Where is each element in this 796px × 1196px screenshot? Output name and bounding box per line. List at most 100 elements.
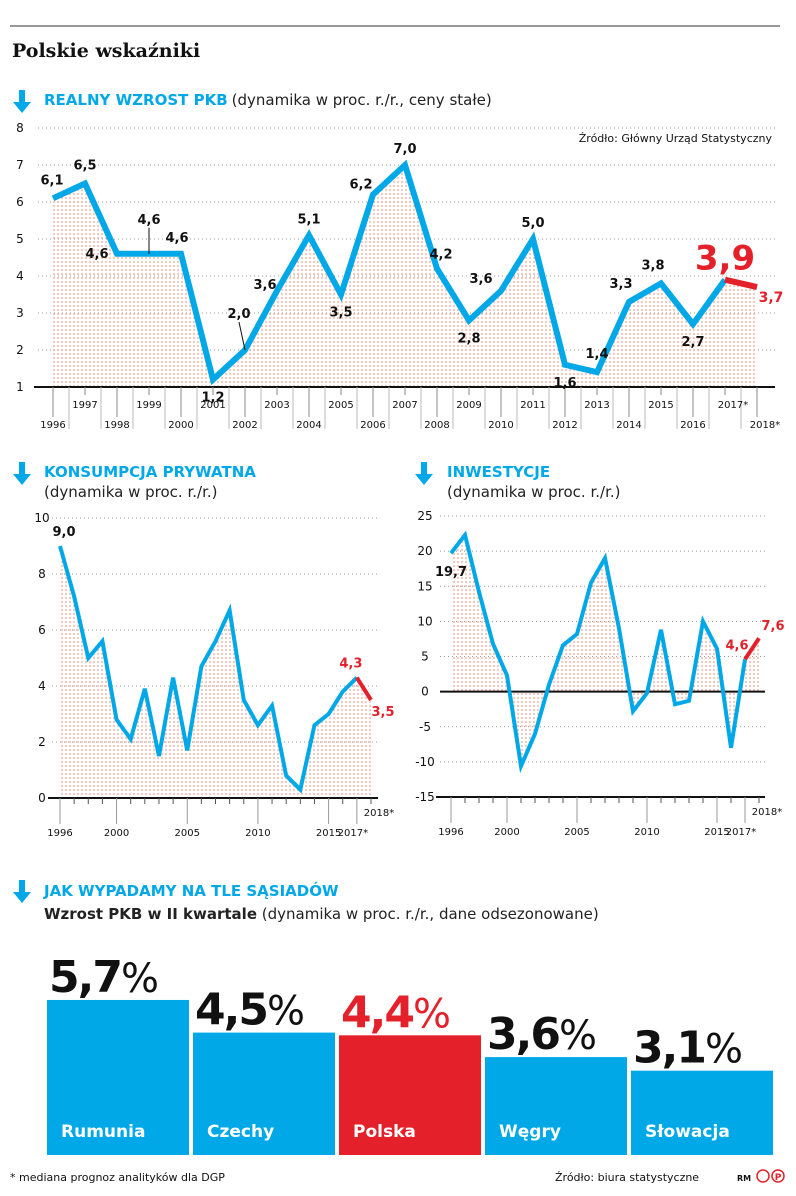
x-tick-label: 2005 bbox=[328, 400, 353, 411]
x-tick-label: 1998 bbox=[104, 420, 129, 431]
investment-subtitle: (dynamika w proc. r./r.) bbox=[447, 483, 621, 501]
data-label-first: 19,7 bbox=[435, 565, 467, 580]
y-tick-label: 2 bbox=[38, 735, 46, 749]
x-tick-label: 2017* bbox=[718, 400, 748, 411]
y-tick-label: 6 bbox=[16, 195, 24, 209]
x-tick-label: 2017* bbox=[726, 827, 756, 838]
data-label: 6,2 bbox=[349, 178, 372, 193]
arrow-down-icon bbox=[13, 462, 31, 485]
data-label: 1,6 bbox=[553, 376, 576, 391]
y-tick-label: 25 bbox=[417, 509, 432, 523]
bar-category-label: Czechy bbox=[207, 1122, 274, 1142]
x-tick-label: 2005 bbox=[564, 827, 589, 838]
series-line bbox=[51, 159, 728, 386]
bar-value-label: 5,7% bbox=[49, 952, 159, 1003]
y-tick-label: 1 bbox=[16, 380, 24, 394]
y-tick-label: 8 bbox=[38, 567, 46, 581]
y-tick-label: 4 bbox=[16, 269, 24, 283]
y-tick-label: 0 bbox=[421, 685, 429, 699]
data-label: 2,7 bbox=[681, 335, 704, 350]
area-fill bbox=[60, 546, 371, 798]
bar-value-label: 3,6% bbox=[487, 1009, 597, 1060]
x-tick-label: 2010 bbox=[634, 827, 659, 838]
forecast-label-2018: 3,5 bbox=[371, 705, 394, 720]
publisher-logo: P bbox=[756, 1169, 785, 1183]
data-label: 3,6 bbox=[253, 278, 276, 293]
y-tick-label: 6 bbox=[38, 623, 46, 637]
data-label: 5,0 bbox=[521, 216, 544, 231]
bar-category-label: Słowacja bbox=[645, 1122, 730, 1142]
bar-rumunia bbox=[47, 999, 189, 1155]
y-tick-label: 7 bbox=[16, 158, 24, 172]
x-tick-label: 2018* bbox=[364, 808, 394, 819]
author-initials: RM bbox=[737, 1174, 751, 1183]
x-tick-label: 2002 bbox=[232, 420, 257, 431]
bar-value-label: 4,4% bbox=[341, 987, 451, 1038]
data-label: 1,4 bbox=[585, 347, 608, 362]
arrow-down-icon bbox=[13, 880, 31, 903]
data-label: 4,6 bbox=[137, 213, 160, 228]
x-tick-label: 1996 bbox=[40, 420, 65, 431]
x-tick-label: 2015 bbox=[704, 827, 729, 838]
data-label: 3,8 bbox=[641, 258, 664, 273]
bars-source: Źródło: biura statystyczne bbox=[555, 1171, 699, 1184]
x-tick-label: 2004 bbox=[296, 420, 321, 431]
x-tick-label: 2009 bbox=[456, 400, 481, 411]
data-label: 6,5 bbox=[73, 159, 96, 174]
y-tick-label: 15 bbox=[417, 579, 432, 593]
y-tick-label: 10 bbox=[34, 511, 49, 525]
bar-category-label: Rumunia bbox=[61, 1122, 145, 1142]
y-tick-label: 20 bbox=[417, 544, 432, 558]
investment-header: INWESTYCJE bbox=[447, 463, 550, 481]
area-fill bbox=[53, 165, 757, 387]
y-tick-label: 8 bbox=[16, 121, 24, 135]
x-tick-label: 2015 bbox=[316, 828, 341, 839]
forecast-label-2017: 3,9 bbox=[695, 239, 755, 279]
x-tick-label: 2000 bbox=[494, 827, 519, 838]
forecast-label-2017: 4,3 bbox=[339, 657, 362, 672]
x-tick-label: 2005 bbox=[175, 828, 200, 839]
data-label: 2,8 bbox=[457, 331, 480, 346]
x-tick-label: 2006 bbox=[360, 420, 385, 431]
data-label-first: 9,0 bbox=[52, 525, 75, 540]
bar-value-label: 4,5% bbox=[195, 985, 305, 1036]
y-tick-label: 5 bbox=[16, 232, 24, 246]
neighbours-header: JAK WYPADAMY NA TLE SĄSIADÓW bbox=[43, 881, 339, 900]
forecast-line bbox=[355, 676, 373, 702]
svg-text:P: P bbox=[775, 1173, 782, 1183]
data-label: 3,5 bbox=[329, 306, 352, 321]
x-tick-label: 2010 bbox=[245, 828, 270, 839]
x-tick-label: 2011 bbox=[520, 400, 545, 411]
x-tick-label: 2001 bbox=[200, 400, 225, 411]
page-title: Polskie wskaźniki bbox=[12, 40, 200, 62]
forecast-label-2018: 3,7 bbox=[759, 290, 784, 306]
forecast-line bbox=[724, 276, 758, 291]
y-tick-label: 10 bbox=[417, 614, 432, 628]
data-label: 3,3 bbox=[609, 277, 632, 292]
data-label: 4,6 bbox=[165, 231, 188, 246]
bar-czechy bbox=[193, 1032, 335, 1155]
consumption-header: KONSUMPCJA PRYWATNA bbox=[44, 463, 256, 481]
series-line bbox=[449, 530, 747, 774]
data-label: 7,0 bbox=[393, 142, 416, 157]
x-tick-label: 2008 bbox=[424, 420, 449, 431]
y-tick-label: 4 bbox=[38, 679, 46, 693]
x-tick-label: 1999 bbox=[136, 400, 161, 411]
x-tick-label: 1996 bbox=[438, 827, 463, 838]
forecast-label-2018: 7,6 bbox=[761, 619, 784, 634]
data-label: 1,2 bbox=[201, 391, 224, 406]
bar-category-label: Polska bbox=[353, 1122, 416, 1142]
data-label: 4,2 bbox=[429, 248, 452, 263]
data-label: 4,6 bbox=[85, 247, 108, 262]
x-tick-label: 2015 bbox=[648, 400, 673, 411]
data-label: 5,1 bbox=[297, 212, 320, 227]
y-tick-label: 3 bbox=[16, 306, 24, 320]
data-label: 6,1 bbox=[40, 173, 63, 188]
gdp-header: REALNY WZROST PKB (dynamika w proc. r./r.… bbox=[44, 91, 492, 109]
x-tick-label: 2014 bbox=[616, 420, 641, 431]
neighbours-bar-chart: 5,7% Rumunia 4,5% Czechy 4,4% Polska 3,6% Węgry… bbox=[47, 952, 773, 1155]
y-tick-label: -10 bbox=[415, 755, 435, 769]
bar-słowacja bbox=[631, 1070, 773, 1155]
